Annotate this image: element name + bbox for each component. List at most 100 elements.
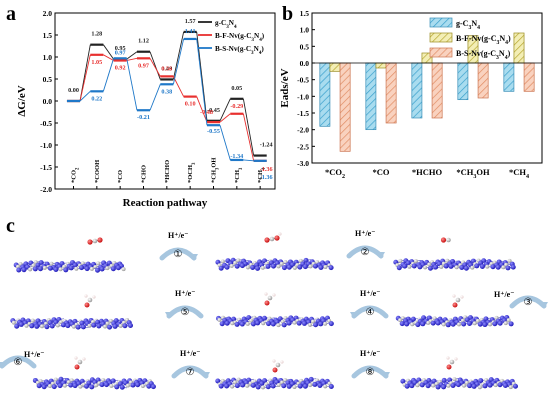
hydrogen-atom [272,293,276,297]
chart-a-connector [172,31,185,80]
carbon-atom [276,382,281,387]
arrow-head [350,312,358,319]
carbon-atom [323,321,328,326]
nitrogen-atom [29,323,35,329]
carbon-atom [323,264,328,269]
nitrogen-atom [218,265,224,271]
step-label: H⁺/e⁻ [180,349,200,358]
nitrogen-atom [215,378,221,384]
nitrogen-atom [259,380,265,386]
nitrogen-atom [450,321,456,327]
hydrogen-atom [278,232,282,236]
chart-b-bar [513,32,525,64]
carbon-atom [94,383,99,388]
carbon-atom [47,384,52,389]
structure-cho-sheet [395,315,514,328]
nitrogen-atom [122,323,128,329]
carbon-atom [446,237,451,243]
step-number: ① [174,249,183,260]
step-label: H⁺/e⁻ [175,289,195,298]
nitrogen-atom [255,320,261,326]
nitrogen-atom [435,384,441,390]
nitrogen-atom [115,265,121,271]
arrow-step-5: H⁺/e⁻ ⑤ [165,289,204,319]
chart-a-connector [219,113,231,123]
arrow-head [190,254,198,261]
chart-a-value-label: -1.36 [260,166,273,173]
chart-a-value-label: -0.21 [137,114,150,121]
chart-a-connector [149,58,161,77]
carbon-atom [105,266,110,271]
nitrogen-atom [47,265,53,271]
chart-a-connector [103,54,114,61]
nitrogen-atom [65,323,71,329]
chart-a-connector [149,84,161,111]
chart-a-value-label: 0.49 [161,65,172,72]
nitrogen-atom [490,264,496,270]
nitrogen-atom [302,264,308,270]
carbon-atom [89,266,94,271]
carbon-atom [74,266,79,271]
nitrogen-atom [58,376,64,382]
nitrogen-atom [239,263,245,269]
nitrogen-atom [455,382,461,388]
nitrogen-atom [119,384,125,390]
chart-a-value-label: 0.22 [91,95,102,102]
molecule-cho [452,294,464,308]
carbon-atom [31,263,36,268]
hydrogen-atom [454,357,458,361]
chart-a-ytick-label: 1.5 [43,31,53,40]
nitrogen-atom [415,322,421,328]
nitrogen-atom [68,265,74,271]
nitrogen-atom [18,321,24,327]
carbon-atom [431,383,436,388]
arrow-head [377,252,385,259]
nitrogen-atom [104,382,110,388]
chart-b-bar [477,62,489,99]
chart-a-connector [149,51,161,80]
chart-b-category-label: *CO2 [325,167,345,180]
carbon-atom [464,380,469,385]
molecule-ch4 [446,356,458,370]
structure-co2-sheet [13,260,126,273]
nitrogen-atom [487,382,493,388]
carbon-atom [105,321,110,326]
chart-a-connector [79,90,91,102]
arrow-step-8: H⁺/e⁻ ⑧ [351,349,390,379]
chart-a-value-label: -1.36 [260,174,273,181]
chart-a-step-label: *CO2 [71,167,81,183]
chart-a-value-label: -0.55 [207,128,220,135]
carbon-atom [269,236,275,242]
chart-a-legend-label: g-C3N4 [215,19,237,30]
molecule-ch3oh [74,356,86,370]
hydrogen-atom [264,292,268,296]
chart-a-value-label: 0.92 [115,65,126,72]
chart-a-connector [219,125,231,161]
nitrogen-atom [419,382,425,388]
panel-c-reaction-pathway: H⁺/e⁻①H⁺/e⁻②H⁺/e⁻③H⁺/e⁻⑤H⁺/e⁻④H⁺/e⁻⑥H⁺/e… [0,229,548,390]
nitrogen-atom [328,265,334,271]
molecule-och3 [84,294,96,308]
nitrogen-atom [57,383,63,389]
chart-a-value-label: 0.97 [138,62,149,69]
chart-a-connector [126,58,138,111]
nitrogen-atom [84,383,90,389]
nitrogen-atom [402,263,408,269]
carbon-atom [407,264,412,269]
nitrogen-atom [297,383,303,389]
chart-a-value-label: 0.10 [185,101,196,108]
nitrogen-atom [404,383,410,389]
nitrogen-atom [99,382,105,388]
arrow-head [540,302,548,309]
nitrogen-atom [72,262,78,268]
chart-a-connector [102,58,115,92]
carbon-atom [28,267,33,272]
chart-b-bar [329,62,341,72]
nitrogen-atom [265,384,271,390]
nitrogen-atom [313,322,319,328]
carbon-atom [475,318,480,323]
arrow-step-4: H⁺/e⁻ ④ [350,289,389,319]
nitrogen-atom [255,384,261,390]
nitrogen-atom [464,317,470,323]
chart-b-category-label: *CO [372,167,389,177]
